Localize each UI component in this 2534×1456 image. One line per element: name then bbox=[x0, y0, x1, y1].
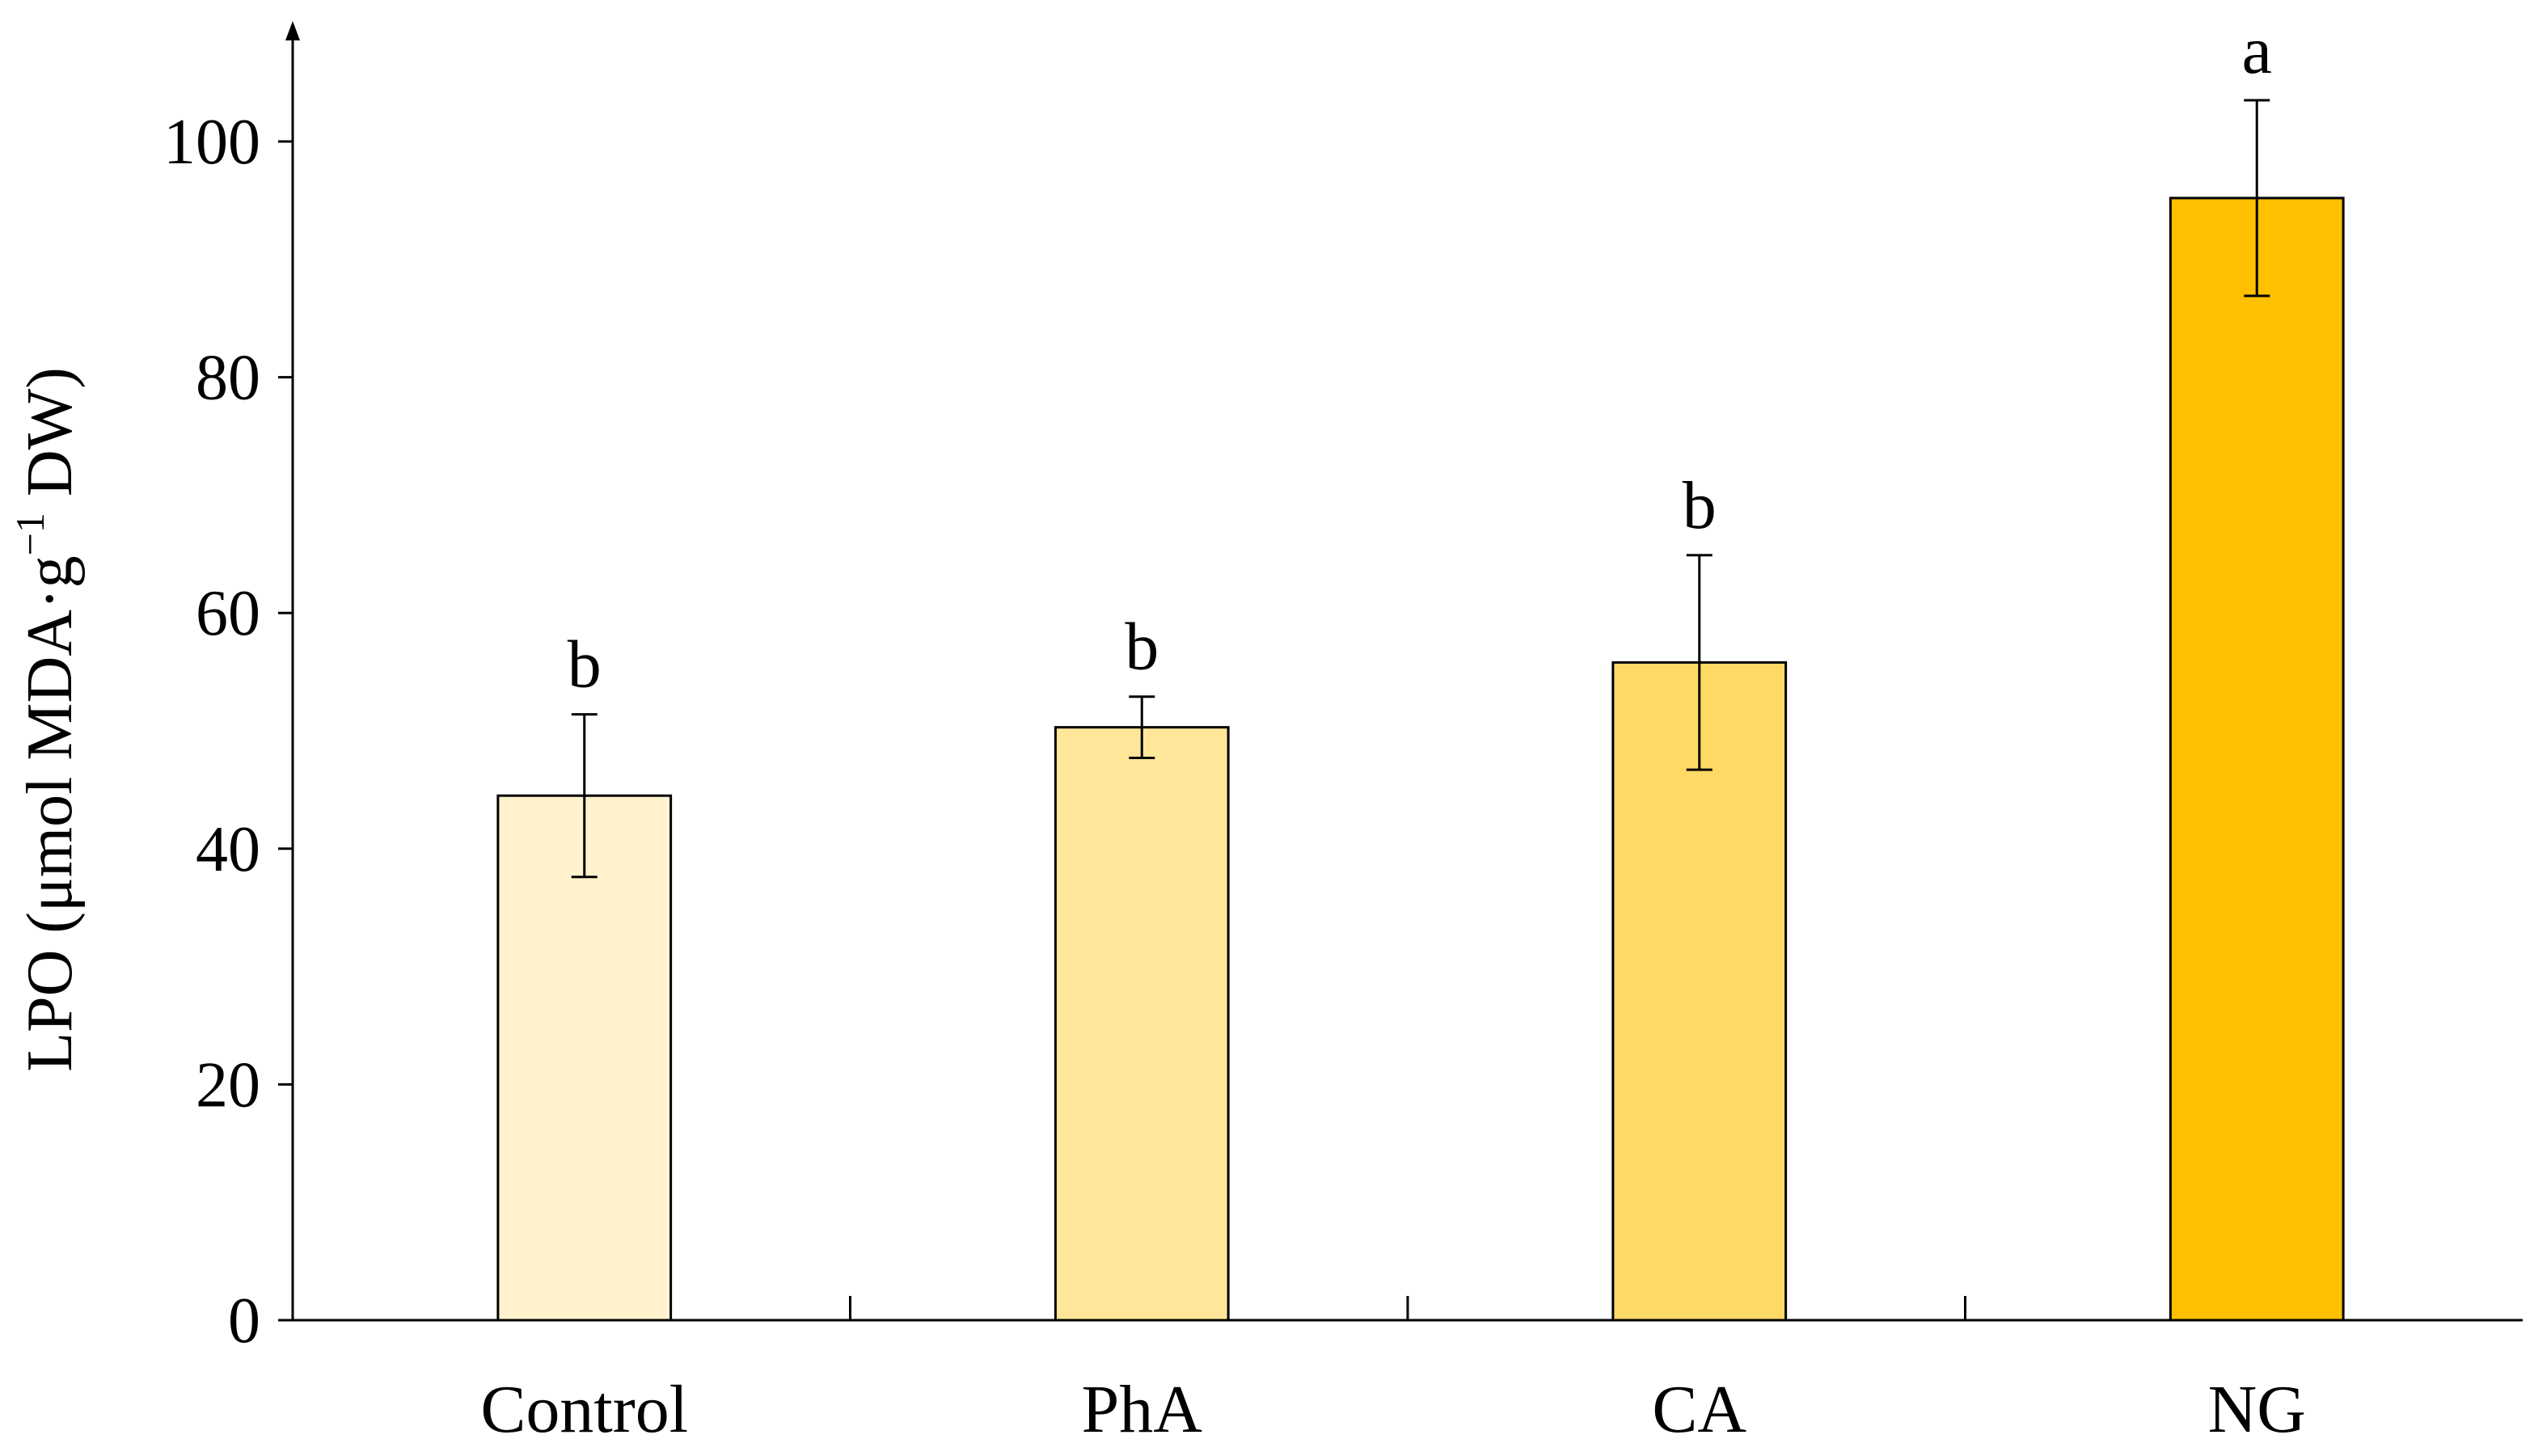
x-ticks bbox=[849, 1296, 1966, 1320]
y-axis: 0 20 40 60 80 100 bbox=[163, 21, 300, 1357]
significance-letter-control: b bbox=[568, 627, 602, 703]
error-bars bbox=[571, 99, 2270, 879]
y-tick-label: 0 bbox=[228, 1285, 260, 1357]
category-label-control: Control bbox=[480, 1372, 688, 1447]
y-tick-label: 20 bbox=[196, 1049, 260, 1120]
category-label-pha: PhA bbox=[1082, 1372, 1203, 1447]
y-tick-label: 80 bbox=[196, 343, 260, 414]
y-axis-arrow-icon bbox=[285, 21, 300, 40]
category-labels: Control PhA CA NG bbox=[480, 1372, 2306, 1447]
y-tick-label: 60 bbox=[196, 578, 260, 649]
bar-ca bbox=[1611, 660, 1788, 1322]
significance-letter-ng: a bbox=[2242, 13, 2272, 88]
bar-pha bbox=[1054, 726, 1230, 1322]
bars bbox=[496, 196, 2345, 1322]
y-ticks: 0 20 40 60 80 100 bbox=[163, 107, 293, 1357]
category-label-ca: CA bbox=[1652, 1372, 1746, 1447]
significance-letter-pha: b bbox=[1125, 610, 1159, 685]
y-tick-label: 40 bbox=[196, 814, 260, 885]
bar-control bbox=[496, 794, 673, 1322]
y-tick-label: 100 bbox=[163, 107, 260, 178]
category-label-ng: NG bbox=[2208, 1372, 2306, 1447]
y-axis-title: LPO (μmol MDA·g−1 DW) bbox=[7, 367, 86, 1072]
significance-letter-ca: b bbox=[1683, 468, 1717, 543]
significance-letters: b b b a bbox=[568, 13, 2272, 703]
bar-ng bbox=[2169, 196, 2345, 1322]
